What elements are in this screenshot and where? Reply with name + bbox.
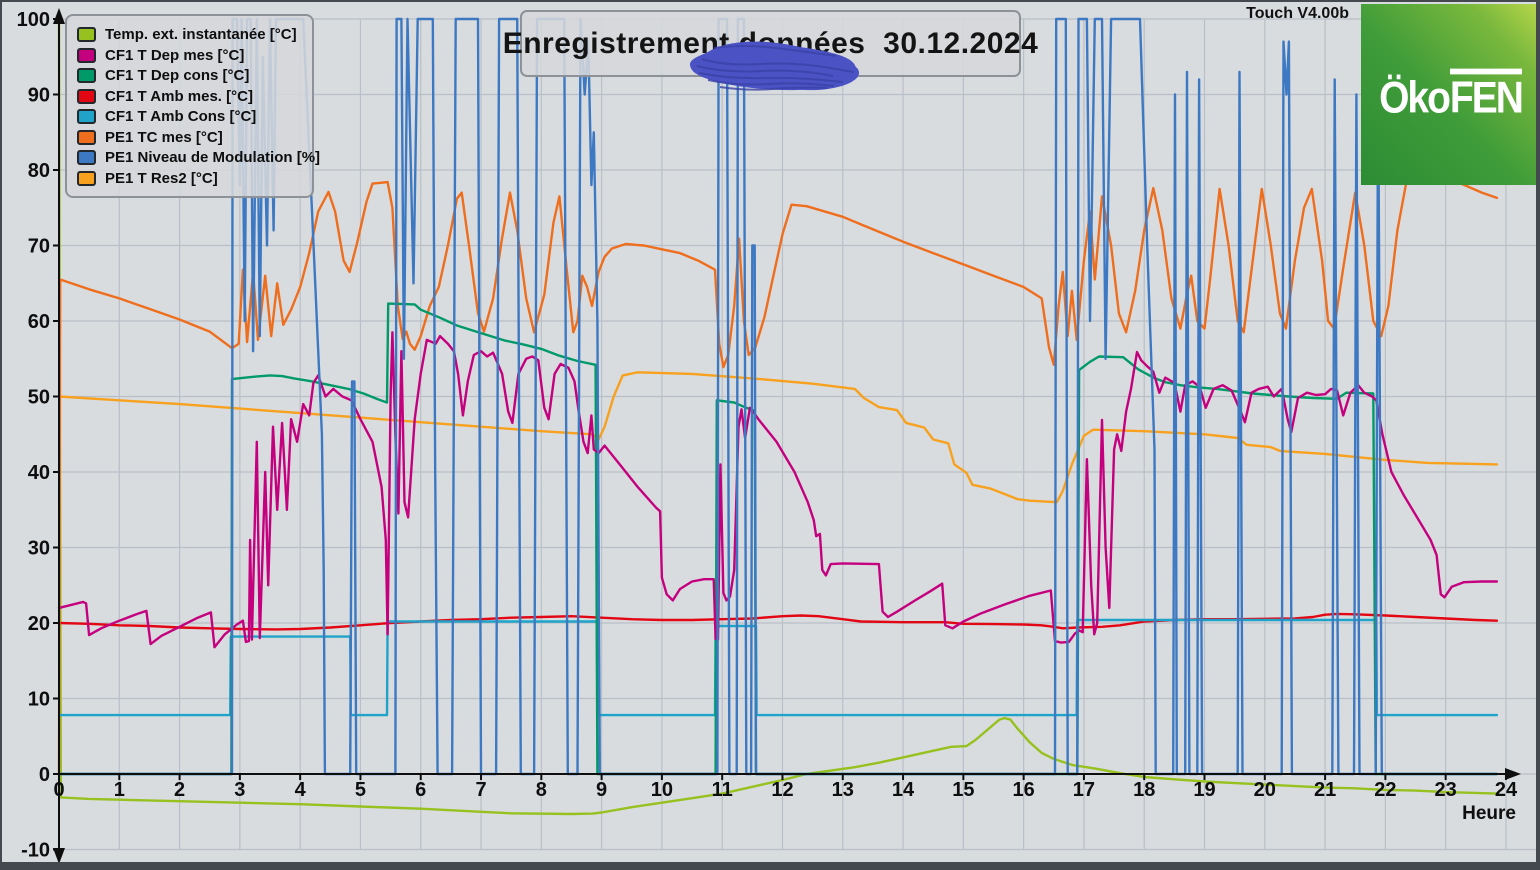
legend-label: CF1 T Dep mes [°C] xyxy=(105,46,245,64)
series-temp_ext-line xyxy=(57,17,1499,816)
y-tick-label: 90 xyxy=(28,85,50,107)
x-tick-label: 2 xyxy=(174,779,185,801)
x-tick-label: 17 xyxy=(1073,779,1095,801)
firmware-version-label: Touch V4.00b xyxy=(1246,5,1349,22)
legend-label: CF1 T Amb Cons [°C] xyxy=(105,108,257,125)
legend-swatch-icon xyxy=(77,88,96,104)
x-tick-label: 9 xyxy=(596,779,607,801)
series-t_res2-line xyxy=(57,371,1499,504)
x-tick-label: 6 xyxy=(415,779,426,801)
x-tick-label: 15 xyxy=(952,779,974,801)
legend-label: Temp. ext. instantanée [°C] xyxy=(105,26,297,43)
x-tick-label: 3 xyxy=(234,779,245,801)
legend-item-modulation: PE1 Niveau de Modulation [%] xyxy=(77,148,320,167)
x-tick-label: 7 xyxy=(475,779,486,801)
x-tick-label: 13 xyxy=(832,779,854,801)
x-tick-label: 21 xyxy=(1314,779,1336,801)
chart-title-box: Enregistrement données 30.12.2024 xyxy=(503,10,1038,77)
legend-item-temp_ext: Temp. ext. instantanée [°C] xyxy=(77,25,302,44)
y-tick-label: 80 xyxy=(28,160,50,182)
legend-label: CF1 T Dep cons [°C] xyxy=(105,67,250,84)
y-axis-arrow-down-icon xyxy=(53,848,65,862)
legend-swatch-icon xyxy=(77,47,96,63)
y-tick-label: 30 xyxy=(28,538,50,560)
legend-swatch-icon xyxy=(77,27,96,42)
y-tick-label: 20 xyxy=(28,613,50,635)
x-tick-label: 14 xyxy=(892,779,915,801)
y-tick-label: -10 xyxy=(21,840,50,862)
x-tick-label: 18 xyxy=(1133,779,1155,801)
legend-item-amb_mes: CF1 T Amb mes. [°C] xyxy=(77,87,302,106)
x-tick-label: 5 xyxy=(355,779,366,801)
chart-title: Enregistrement données 30.12.2024 xyxy=(502,26,1039,60)
logo-oko-text: Öko xyxy=(1379,73,1451,123)
y-tick-label: 70 xyxy=(28,236,50,258)
x-tick-label: 8 xyxy=(536,779,547,801)
series-tc_mes-line xyxy=(57,170,1499,776)
chart-legend: Temp. ext. instantanée [°C] CF1 T Dep mes… xyxy=(65,14,320,198)
okofen-logo: ÖkoFEN xyxy=(1361,4,1536,185)
legend-swatch-icon xyxy=(77,170,96,186)
y-tick-label: 10 xyxy=(28,689,50,711)
y-axis-arrow-up-icon xyxy=(53,8,65,24)
x-tick-label: 20 xyxy=(1254,779,1276,801)
legend-swatch-icon xyxy=(77,129,96,145)
y-tick-label: 40 xyxy=(28,462,50,484)
logo-fen-overline: FEN xyxy=(1449,68,1524,120)
x-tick-label: 11 xyxy=(712,779,733,801)
x-tick-label: 22 xyxy=(1374,779,1396,801)
legend-item-amb_cons: CF1 T Amb Cons [°C] xyxy=(77,107,302,126)
legend-label: PE1 Niveau de Modulation [%] xyxy=(105,149,321,166)
legend-swatch-icon xyxy=(77,109,96,124)
x-tick-label: 1 xyxy=(114,779,125,801)
legend-label: PE1 T Res2 [°C] xyxy=(105,169,218,187)
legend-swatch-icon xyxy=(77,150,96,165)
legend-item-t_res2: PE1 T Res2 [°C] xyxy=(77,169,302,188)
legend-label: PE1 TC mes [°C] xyxy=(105,128,223,146)
axes xyxy=(53,16,1513,857)
legend-item-tc_mes: PE1 TC mes [°C] xyxy=(77,128,302,147)
x-tick-label: 4 xyxy=(295,779,307,801)
okofen-logo-text: ÖkoFEN xyxy=(1379,68,1524,123)
x-tick-label: 23 xyxy=(1435,779,1457,801)
y-tick-label: 100 xyxy=(17,9,50,31)
legend-item-dep_cons: CF1 T Dep cons [°C] xyxy=(77,66,302,85)
y-tick-label: 60 xyxy=(28,311,50,333)
series-amb_cons-line xyxy=(57,618,1499,717)
legend-label: CF1 T Amb mes. [°C] xyxy=(105,87,253,105)
x-tick-label: 16 xyxy=(1013,779,1035,801)
legend-item-dep_mes: CF1 T Dep mes [°C] xyxy=(77,46,302,65)
legend-swatch-icon xyxy=(77,68,96,83)
series-dep_mes-line xyxy=(57,331,1499,649)
y-tick-label: 0 xyxy=(39,764,50,786)
y-tick-label: 50 xyxy=(28,387,50,409)
x-tick-label: 24 xyxy=(1495,779,1518,801)
x-tick-label: 0 xyxy=(53,779,64,801)
x-tick-label: 12 xyxy=(771,779,793,801)
x-axis-arrow-icon xyxy=(1505,768,1521,780)
x-tick-label: 19 xyxy=(1193,779,1215,801)
series-amb_mes-line xyxy=(57,612,1499,631)
x-tick-label: 10 xyxy=(651,779,673,801)
x-axis-label: Heure xyxy=(1462,803,1516,824)
